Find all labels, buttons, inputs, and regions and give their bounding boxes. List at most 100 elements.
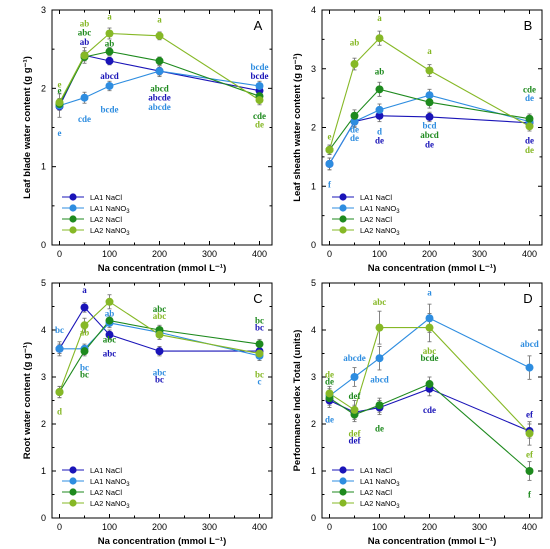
data-point-la1-nacl <box>155 347 164 356</box>
data-point-la1-nano3 <box>425 91 434 100</box>
x-tick-label: 0 <box>327 249 332 259</box>
panel-a: 0 1 2 3 0 100 200 300 400 Na concentration (mmol … <box>22 5 273 274</box>
data-point-la1-nano3 <box>350 373 359 381</box>
data-point-la2-nano3 <box>155 330 164 339</box>
data-point-la2-nacl <box>425 380 434 389</box>
panel-c: 0 1 2 3 4 5 0 100 200 300 400 Na concentration (mmo… <box>22 278 273 547</box>
x-tick-label: 0 <box>57 249 62 259</box>
significance-label: ab <box>80 327 90 337</box>
legend-subscript: 3 <box>396 482 400 488</box>
y-tick-label: 4 <box>311 5 316 15</box>
data-point-la2-nano3 <box>375 34 384 43</box>
significance-label: de <box>525 145 534 155</box>
significance-label: def <box>349 391 362 401</box>
data-point-la2-nacl <box>525 114 534 123</box>
significance-label: a <box>427 287 432 297</box>
data-point-la1-nano3 <box>350 117 359 126</box>
data-point-la2-nano3 <box>325 389 334 398</box>
legend-label: LA1 NaCl <box>360 193 392 202</box>
legend-subscript: 3 <box>396 209 400 215</box>
significance-label: bc <box>80 370 89 380</box>
data-point-la2-nano3 <box>80 51 89 60</box>
significance-label: e <box>328 131 332 141</box>
significance-label: d <box>57 406 62 416</box>
panel-letter: D <box>523 291 532 306</box>
significance-label: ab <box>80 37 90 47</box>
significance-label: bc <box>255 316 264 326</box>
significance-label: ab <box>375 67 385 77</box>
y-axis-title: Leaf sheath water content (g g⁻¹) <box>292 53 303 202</box>
legend-label: LA1 NaNO3 <box>90 204 130 215</box>
x-tick-label: 300 <box>472 249 487 259</box>
data-point-la2-nano3 <box>55 98 64 107</box>
significance-label: abc <box>423 346 437 356</box>
data-point-la2-nacl <box>375 401 384 410</box>
significance-label: de <box>350 133 359 143</box>
x-tick-label: 300 <box>472 522 487 532</box>
panel-b: 0 1 2 3 4 0 100 200 300 400 Na concentration (mmol… <box>292 5 543 274</box>
y-axis-title: Performance Index Total (units) <box>292 330 303 472</box>
x-axis-title: Na concentration (mmol L⁻¹) <box>368 536 497 547</box>
y-tick-label: 1 <box>41 466 46 476</box>
significance-label: ab <box>105 39 115 49</box>
significance-label: a <box>157 14 162 24</box>
data-point-la2-nacl <box>350 111 359 120</box>
y-axis-title: Leaf blade water content (g g⁻¹) <box>22 56 33 199</box>
significance-label: a <box>82 285 87 295</box>
x-tick-label: 200 <box>152 249 167 259</box>
data-point-la2-nano3 <box>525 122 534 131</box>
x-tick-label: 400 <box>522 249 537 259</box>
data-point-la2-nacl <box>255 340 264 349</box>
y-tick-label: 0 <box>311 513 316 523</box>
x-tick-label: 100 <box>102 249 117 259</box>
legend-label: LA2 NaNO3 <box>90 499 130 510</box>
y-tick-label: 0 <box>311 240 316 250</box>
legend-label: LA2 NaCl <box>360 215 392 224</box>
legend-label: LA1 NaCl <box>360 466 392 475</box>
y-tick-label: 5 <box>311 278 316 288</box>
x-tick-label: 400 <box>252 249 267 259</box>
significance-label: a <box>377 13 382 23</box>
y-tick-label: 3 <box>41 372 46 382</box>
legend-marker <box>339 499 347 507</box>
significance-label: def <box>349 428 362 438</box>
significance-label: abcde <box>148 102 171 112</box>
y-axis-title: Root water content (g g⁻¹) <box>22 342 33 459</box>
legend-label: LA2 NaNO3 <box>360 499 400 510</box>
significance-label: f <box>328 179 332 189</box>
data-point-la1-nano3 <box>55 344 64 353</box>
significance-label: bcde <box>251 62 269 72</box>
legend-label: LA2 NaNO3 <box>90 226 130 237</box>
significance-label: e <box>58 86 62 96</box>
significance-label: def <box>349 435 362 445</box>
significance-label: abc <box>153 367 167 377</box>
x-tick-label: 0 <box>57 522 62 532</box>
data-point-la2-nano3 <box>425 66 434 75</box>
data-point-la2-nano3 <box>255 349 264 358</box>
legend-marker <box>69 488 77 496</box>
significance-label: abcde <box>148 93 171 103</box>
x-tick-label: 300 <box>202 522 217 532</box>
significance-label: abc <box>153 311 167 321</box>
significance-label: bc <box>55 325 64 335</box>
significance-label: de <box>350 124 359 134</box>
significance-label: de <box>325 414 334 424</box>
significance-label: abcd <box>420 130 439 140</box>
data-point-la1-nacl <box>105 330 114 339</box>
significance-label: abc <box>373 297 387 307</box>
legend-label: LA1 NaCl <box>90 466 122 475</box>
significance-label: abc <box>103 349 117 359</box>
x-tick-label: 0 <box>327 522 332 532</box>
y-tick-label: 2 <box>41 83 46 93</box>
x-tick-label: 200 <box>152 522 167 532</box>
y-tick-label: 3 <box>311 64 316 74</box>
legend-marker <box>69 477 77 485</box>
x-tick-label: 400 <box>252 522 267 532</box>
data-point-la2-nano3 <box>80 321 89 330</box>
legend-subscript: 3 <box>126 231 130 237</box>
legend-marker <box>69 204 77 212</box>
data-point-la2-nacl <box>375 85 384 94</box>
legend-subscript: 3 <box>126 209 130 215</box>
significance-label: cde <box>423 405 436 415</box>
